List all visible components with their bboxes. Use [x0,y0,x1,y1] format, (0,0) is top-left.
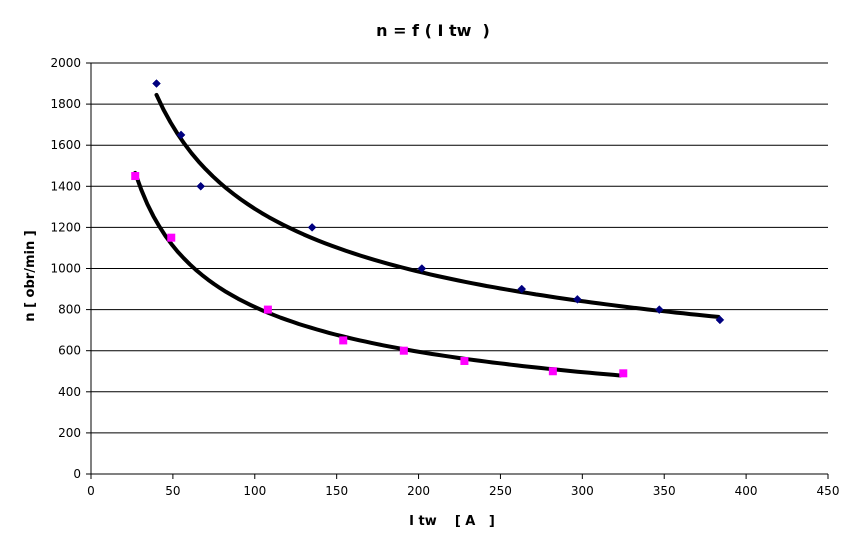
data-point [619,369,628,378]
data-point [517,284,527,294]
data-point [654,305,664,314]
data-point [417,264,427,273]
y-tick-label: 200 [58,426,81,440]
y-tick-label: 2000 [50,56,81,70]
x-tick-label: 200 [407,484,430,498]
x-tick-label: 250 [489,484,512,498]
data-point [715,315,725,325]
x-tick-label: 300 [571,484,594,498]
x-tick-label: 50 [165,484,180,498]
data-point [131,172,140,181]
y-tick-label: 1000 [50,262,81,276]
trendline [133,170,622,378]
data-point [460,356,469,365]
y-tick-label: 400 [58,385,81,399]
trendline [154,92,721,319]
y-axis-label: n [ obr/min ] [23,230,38,321]
y-tick-label: 1200 [50,220,81,234]
data-point [196,181,206,191]
x-tick-label: 350 [653,484,676,498]
grid [91,62,828,434]
data-point [339,336,348,345]
trendlines [133,92,721,378]
x-tick-label: 400 [735,484,758,498]
y-tick-label: 1600 [50,138,81,152]
y-tick-label: 800 [58,303,81,317]
data-point [167,233,176,242]
x-tick-label: 150 [325,484,348,498]
x-axis-label: I tw [ A ] [409,514,495,529]
x-ticks: 0 50 100 150 200 250 300 350 400 450 [87,474,839,498]
data-point [548,367,557,376]
data-points [131,79,725,378]
data-point [176,130,186,140]
x-tick-label: 0 [87,484,95,498]
y-tick-label: 1400 [50,179,81,193]
y-tick-label: 1800 [50,97,81,111]
y-ticks: 0 200 400 600 800 1000 1200 1400 1600 1800 2000 [50,56,91,481]
y-tick-label: 600 [58,344,81,358]
data-point [263,305,272,314]
data-point [307,223,317,232]
chart-title: n = f ( I tw ) [376,21,490,40]
y-tick-label: 0 [73,467,81,481]
data-point [399,346,408,355]
x-tick-label: 100 [243,484,266,498]
data-point [152,79,161,88]
x-tick-label: 450 [817,484,840,498]
data-point [573,294,582,304]
